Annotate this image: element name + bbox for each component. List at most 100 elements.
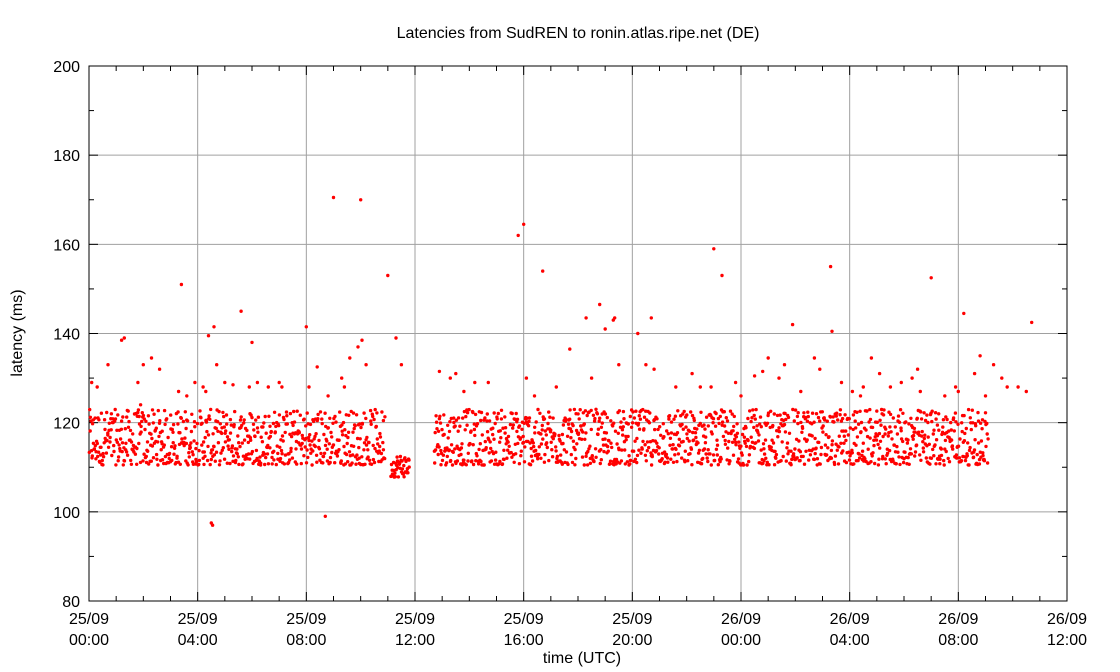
data-point (435, 427, 439, 431)
data-point (715, 453, 719, 457)
data-point-outlier (359, 198, 363, 202)
data-point (492, 411, 496, 415)
data-point (930, 419, 934, 424)
data-point (955, 456, 959, 460)
data-point (307, 435, 311, 440)
data-point (506, 448, 510, 452)
data-point (539, 442, 544, 446)
data-point (893, 425, 897, 429)
data-point (627, 454, 631, 458)
data-point (522, 460, 527, 464)
data-point-outlier (818, 367, 822, 371)
data-point (263, 462, 267, 467)
data-point (255, 426, 260, 430)
data-point (355, 453, 359, 457)
data-point (298, 413, 302, 417)
data-point (463, 428, 467, 432)
data-point (584, 454, 588, 458)
data-point (186, 463, 190, 467)
data-point (305, 448, 309, 452)
data-point (924, 456, 928, 460)
data-point (263, 414, 267, 419)
data-point (953, 411, 958, 415)
data-point (623, 448, 627, 452)
data-point (512, 460, 516, 464)
data-point (884, 427, 888, 431)
data-point (471, 410, 475, 415)
data-point (527, 419, 531, 424)
data-point (508, 422, 513, 427)
x-tick-label-date: 26/09 (938, 611, 978, 628)
data-point (93, 416, 97, 420)
data-point (813, 451, 817, 456)
data-point-outlier (201, 385, 205, 389)
data-point (706, 448, 710, 452)
data-point (200, 443, 204, 447)
data-point-outlier (861, 385, 865, 389)
data-point (407, 458, 411, 462)
data-point (105, 438, 109, 443)
data-point (642, 415, 647, 419)
data-point (206, 444, 210, 449)
data-point (516, 441, 520, 446)
data-point (844, 429, 848, 433)
data-point (116, 455, 121, 459)
data-point (944, 415, 948, 419)
data-point (346, 435, 350, 440)
data-point (289, 449, 293, 454)
data-point-outlier (210, 523, 215, 527)
data-point (447, 429, 452, 434)
data-point (877, 457, 881, 461)
data-point (636, 421, 641, 426)
data-point-outlier (812, 356, 817, 360)
data-point (715, 438, 719, 442)
data-point (183, 436, 187, 440)
data-point (731, 453, 736, 457)
data-point (530, 459, 535, 463)
y-tick-labels: 80 100 120 140 160 180 200 (53, 59, 80, 611)
data-point (523, 445, 527, 449)
data-point (249, 438, 253, 442)
data-point (972, 448, 977, 452)
data-point (272, 458, 276, 462)
data-point (942, 458, 946, 463)
data-point (114, 463, 118, 467)
data-point (236, 434, 240, 438)
data-point (592, 459, 596, 464)
data-point-outlier (649, 316, 653, 320)
data-point (983, 411, 988, 415)
data-point (578, 408, 582, 412)
data-point (493, 421, 497, 426)
data-point (375, 411, 379, 415)
data-point (683, 460, 687, 464)
data-point-outlier (830, 329, 834, 333)
data-point (817, 440, 821, 445)
data-point (499, 436, 503, 440)
data-point (506, 434, 511, 439)
data-point (673, 453, 677, 457)
data-point (800, 426, 805, 430)
data-point (495, 417, 499, 421)
data-point-outlier (348, 356, 352, 360)
data-point (600, 421, 604, 425)
data-point (371, 414, 375, 419)
data-point (907, 422, 911, 426)
data-point-outlier (204, 389, 208, 394)
data-point (121, 463, 126, 467)
data-point (311, 419, 316, 424)
data-point-outlier (858, 394, 863, 398)
y-tick-label: 100 (53, 505, 80, 522)
data-point (857, 452, 861, 456)
data-point-outlier (613, 316, 617, 320)
data-point (188, 445, 192, 450)
data-point (346, 460, 350, 464)
data-point (861, 441, 865, 445)
data-point (621, 425, 625, 429)
data-point (835, 411, 839, 415)
data-point (487, 419, 492, 423)
data-point (723, 438, 727, 443)
data-point (781, 454, 785, 459)
data-point (664, 452, 669, 457)
data-point (769, 409, 773, 413)
data-point (299, 461, 303, 466)
